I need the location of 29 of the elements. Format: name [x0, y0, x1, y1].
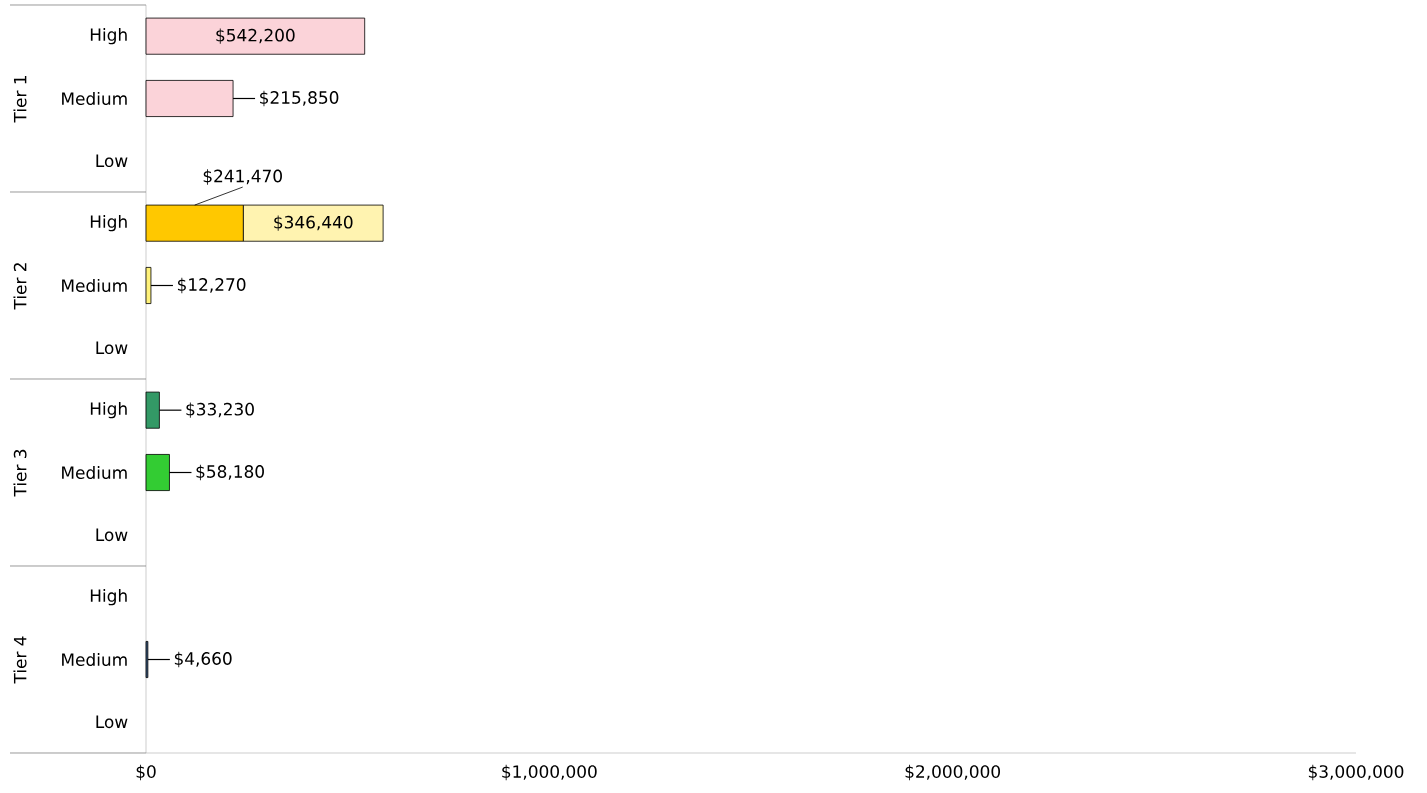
data-label: $4,660	[174, 651, 232, 668]
bar	[145, 17, 366, 55]
data-label: $215,850	[260, 90, 339, 107]
y-tick-label: Medium	[62, 465, 127, 480]
y-tick-label: High	[90, 401, 127, 419]
data-label: $241,470	[203, 169, 282, 185]
x-tick-label: $2,000,000	[905, 764, 1000, 781]
y-tick-label: Low	[96, 715, 128, 729]
y-tick-label: High	[90, 588, 127, 606]
data-label: $542,200	[216, 28, 295, 44]
y-tick-label: Medium	[62, 91, 127, 106]
text: Tier 1	[13, 76, 27, 123]
y-tick-label: Medium	[62, 652, 127, 667]
data-label: $12,270	[177, 277, 246, 294]
text: Tier 3	[13, 449, 27, 497]
y-tick-label: Low	[96, 341, 128, 355]
y-tick-label: Low	[96, 528, 128, 542]
y-tick-label: Medium	[62, 278, 127, 293]
text: Tier 4	[13, 636, 27, 684]
data-label: $346,440	[274, 215, 353, 231]
y-tick-label: High	[90, 27, 127, 45]
y-tick-label: Low	[96, 154, 128, 168]
text: Tier 2	[13, 263, 27, 310]
x-tick-label: $3,000,000	[1308, 764, 1404, 781]
data-label: $33,230	[186, 402, 254, 418]
x-tick-label: $0	[136, 764, 156, 781]
y-tick-label: High	[90, 214, 127, 232]
data-label: $58,180	[196, 464, 264, 481]
x-tick-label: $1,000,000	[502, 764, 597, 781]
